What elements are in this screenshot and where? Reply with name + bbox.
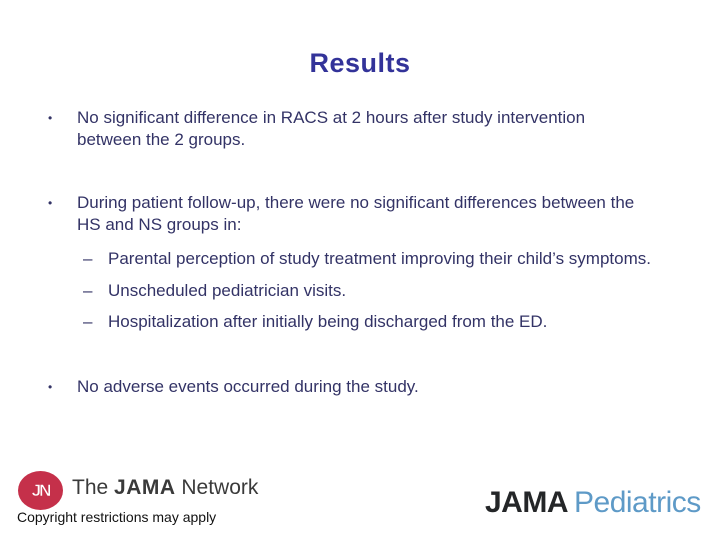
sub-bullet-item: – Unscheduled pediatrician visits. bbox=[0, 280, 700, 302]
bullet-text-line: No significant difference in RACS at 2 h… bbox=[77, 108, 586, 127]
network-wordmark-network: Network bbox=[175, 476, 259, 499]
bullet-text: Parental perception of study treatment i… bbox=[108, 248, 651, 270]
journal-logo-specialty: Pediatrics bbox=[574, 486, 701, 519]
bullet-text: Unscheduled pediatrician visits. bbox=[108, 280, 346, 302]
bullet-text-line: Hospitalization after initially being di… bbox=[108, 312, 548, 331]
sub-bullet-item: – Hospitalization after initially being d… bbox=[0, 311, 700, 333]
jama-network-logo: JN bbox=[18, 471, 63, 510]
bullet-text: During patient follow-up, there were no … bbox=[77, 192, 634, 236]
bullet-marker-icon: • bbox=[48, 196, 53, 210]
dash-marker-icon: – bbox=[83, 312, 93, 331]
bullet-text-line: between the 2 groups. bbox=[77, 130, 246, 149]
bullet-text-line: No adverse events occurred during the st… bbox=[77, 377, 419, 396]
network-wordmark-jama: JAMA bbox=[114, 476, 176, 499]
bullet-marker-icon: • bbox=[48, 111, 53, 125]
journal-logo-jama: JAMA bbox=[485, 486, 569, 519]
bullet-text-line: Parental perception of study treatment i… bbox=[108, 249, 651, 268]
dash-marker-icon: – bbox=[83, 249, 93, 268]
network-wordmark-the: The bbox=[72, 476, 115, 499]
bullet-text-line: During patient follow-up, there were no … bbox=[77, 193, 635, 212]
jama-pediatrics-logo: JAMA Pediatrics bbox=[485, 486, 701, 520]
jn-monogram-icon: JN bbox=[31, 480, 51, 500]
bullet-text: No adverse events occurred during the st… bbox=[77, 376, 419, 398]
bullet-text: No significant difference in RACS at 2 h… bbox=[77, 107, 585, 151]
sub-bullet-item: – Parental perception of study treatment … bbox=[0, 248, 700, 270]
dash-marker-icon: – bbox=[83, 281, 93, 300]
slide-title: Results bbox=[309, 48, 411, 78]
bullet-list: • No significant difference in RACS at 2 … bbox=[0, 107, 700, 398]
bullet-marker-icon: • bbox=[48, 380, 53, 394]
bullet-text: Hospitalization after initially being di… bbox=[108, 311, 547, 333]
jama-network-wordmark: The JAMA Network bbox=[72, 476, 258, 500]
bullet-item: • No significant difference in RACS at 2 … bbox=[0, 107, 700, 151]
copyright-notice: Copyright restrictions may apply bbox=[17, 509, 217, 525]
bullet-text-line: Unscheduled pediatrician visits. bbox=[108, 281, 347, 300]
bullet-item: • No adverse events occurred during the s… bbox=[0, 376, 700, 398]
bullet-item: • During patient follow-up, there were no… bbox=[0, 192, 700, 236]
bullet-text-line: HS and NS groups in: bbox=[77, 215, 242, 234]
